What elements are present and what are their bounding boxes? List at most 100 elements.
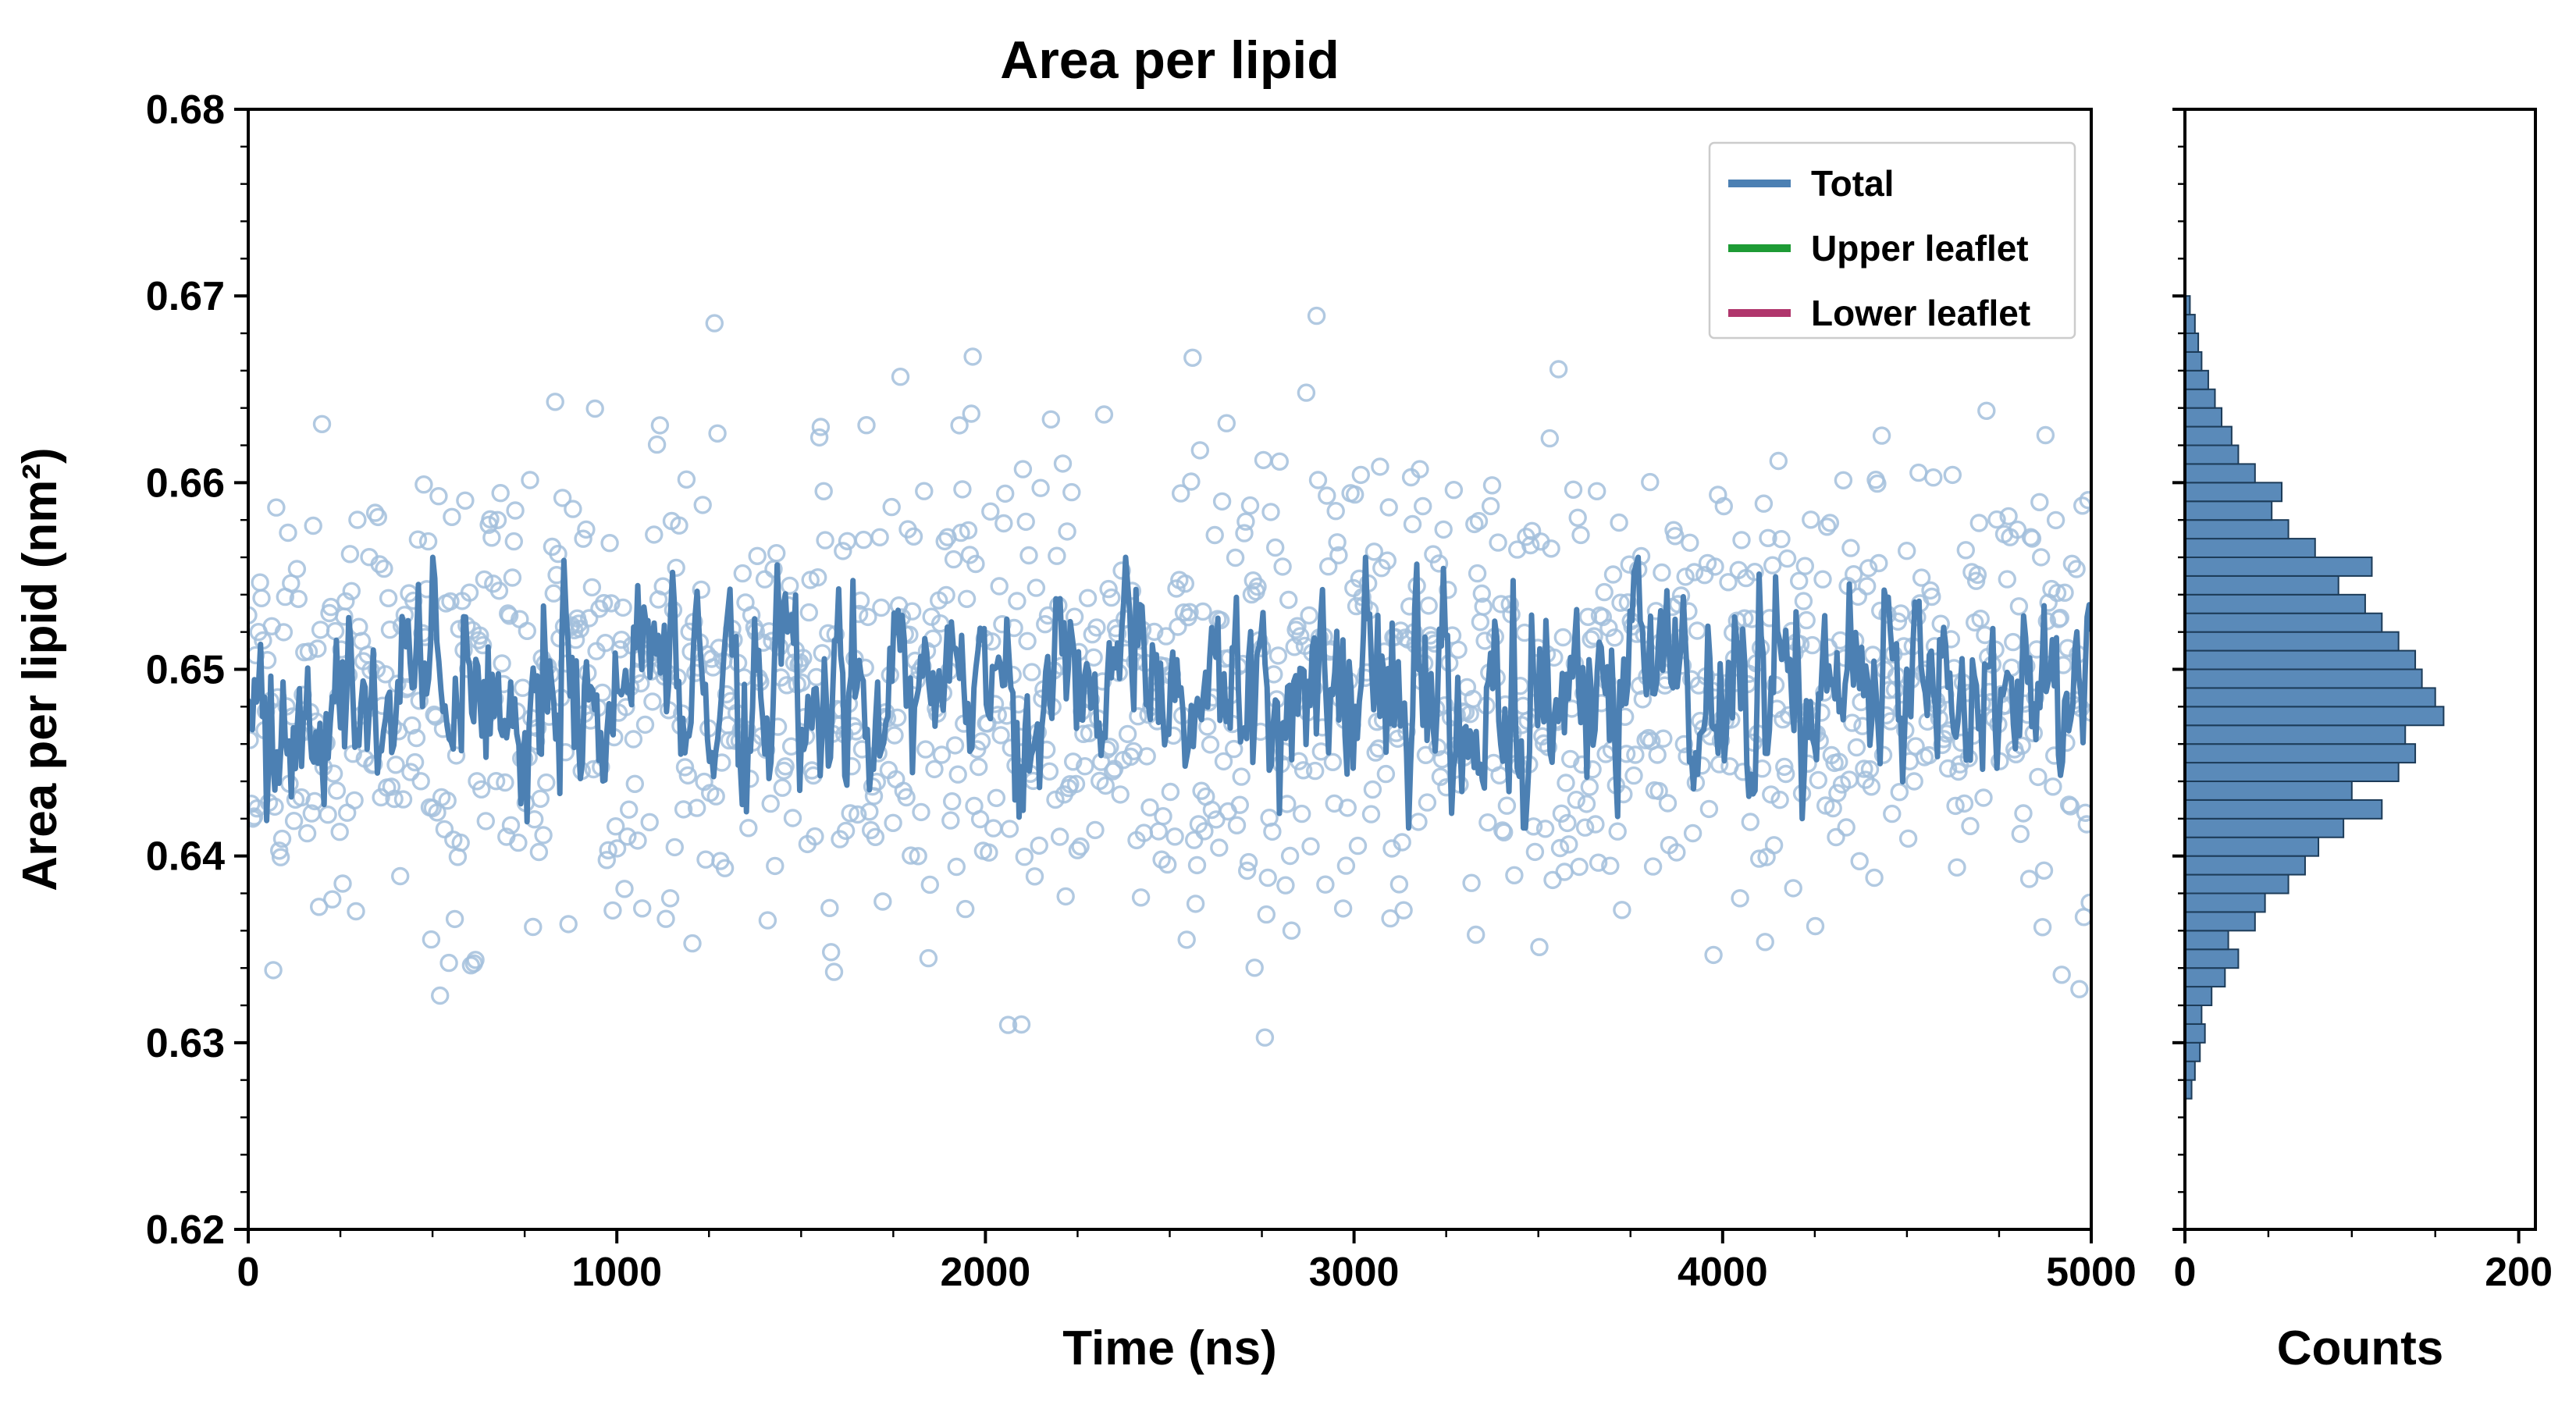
scatter-point xyxy=(656,909,675,928)
scatter-point xyxy=(1969,514,1989,532)
scatter-point xyxy=(930,614,950,633)
axis-ticks xyxy=(234,108,2521,1243)
histogram-bar xyxy=(2185,836,2320,857)
scatter-point xyxy=(1050,827,1069,846)
scatter-point xyxy=(991,726,1010,745)
scatter-point xyxy=(1589,853,1608,872)
y-tick-label: 0.63 xyxy=(146,1021,225,1066)
scatter-point xyxy=(1118,724,1137,744)
scatter-point xyxy=(486,772,506,791)
scatter-point xyxy=(1865,868,1884,887)
scatter-point xyxy=(1300,606,1318,625)
scatter-point xyxy=(1844,565,1863,584)
scatter-point xyxy=(1230,795,1250,814)
scatter-point xyxy=(1741,813,1760,831)
scatter-point xyxy=(1068,841,1087,859)
scatter-point xyxy=(603,901,622,920)
scatter-point xyxy=(941,811,960,830)
scatter-point xyxy=(660,889,680,908)
scatter-point xyxy=(1363,780,1382,799)
histogram-bar xyxy=(2185,557,2373,577)
scatter-point xyxy=(1587,482,1606,500)
scatter-point xyxy=(1174,603,1194,622)
x-tick-label: 4000 xyxy=(1678,1250,1768,1295)
scatter-point xyxy=(854,530,873,550)
scatter-point xyxy=(1560,835,1578,854)
scatter-point xyxy=(1016,512,1035,532)
scatter-point xyxy=(935,532,954,551)
scatter-point xyxy=(1305,761,1325,781)
scatter-point xyxy=(342,582,361,600)
scatter-point xyxy=(1475,631,1494,650)
scatter-point xyxy=(1795,557,1815,575)
histogram-bar xyxy=(2185,967,2226,988)
scatter-point xyxy=(607,839,627,858)
scatter-point xyxy=(2067,560,2086,578)
scatter-point xyxy=(885,726,904,745)
scatter-point xyxy=(1379,498,1398,517)
scatter-point xyxy=(2046,510,2065,530)
scatter-point xyxy=(683,934,702,953)
legend-label: Upper leaflet xyxy=(1811,228,2029,269)
scatter-point xyxy=(1769,451,1788,471)
scatter-point xyxy=(1923,468,1943,487)
scatter-point xyxy=(836,821,856,841)
scatter-point xyxy=(365,503,385,522)
scatter-point xyxy=(248,606,258,624)
scatter-point xyxy=(739,819,758,838)
scatter-point xyxy=(1288,617,1307,635)
scatter-point xyxy=(919,948,938,968)
histogram-bar xyxy=(2185,463,2256,484)
scatter-point xyxy=(1688,621,1707,640)
scatter-point xyxy=(439,953,458,973)
scatter-point xyxy=(1956,541,1976,560)
scatter-point xyxy=(776,757,795,776)
scatter-point xyxy=(340,545,360,564)
scatter-point xyxy=(1048,546,1066,565)
scatter-point xyxy=(1699,799,1719,819)
scatter-point xyxy=(1140,798,1159,817)
scatter-point xyxy=(1439,581,1457,599)
scatter-point xyxy=(1217,414,1236,432)
scatter-point xyxy=(1413,496,1432,516)
scatter-point xyxy=(1542,539,1560,558)
scatter-point xyxy=(574,529,592,548)
histogram-bar xyxy=(2185,612,2383,633)
scatter-point xyxy=(1820,514,1840,532)
histogram-bar xyxy=(2185,873,2290,895)
scatter-point xyxy=(1558,813,1577,833)
scatter-point xyxy=(2055,583,2074,602)
histogram-bar xyxy=(2185,444,2240,465)
scatter-point xyxy=(1214,752,1233,771)
scatter-point xyxy=(1809,770,1828,790)
scatter-point xyxy=(1611,593,1630,612)
scatter-point xyxy=(1381,909,1400,928)
scatter-point xyxy=(715,859,735,877)
scatter-point xyxy=(2009,597,2029,616)
scatter-point xyxy=(1062,482,1081,502)
scatter-point xyxy=(1977,401,1996,420)
scatter-point xyxy=(386,756,405,774)
scatter-point xyxy=(1575,818,1595,837)
histogram-bar xyxy=(2185,350,2203,372)
scatter-point xyxy=(688,799,706,817)
scatter-point xyxy=(2062,554,2082,573)
scatter-point xyxy=(848,805,867,824)
scatter-point xyxy=(1549,360,1568,379)
scatter-point xyxy=(618,827,637,846)
scatter-point xyxy=(504,532,523,551)
scatter-point xyxy=(2036,425,2055,445)
legend-box xyxy=(1708,141,2076,340)
scatter-point xyxy=(733,564,752,583)
scatter-point xyxy=(1610,513,1628,532)
scatter-point xyxy=(513,678,532,697)
scatter-point xyxy=(1552,804,1571,823)
scatter-point xyxy=(451,833,470,852)
scatter-point xyxy=(959,521,978,540)
scatter-point xyxy=(1850,852,1869,871)
scatter-point xyxy=(1868,474,1887,493)
scatter-point xyxy=(1183,348,1202,367)
scatter-point xyxy=(1595,582,1614,602)
scatter-point xyxy=(385,789,404,809)
